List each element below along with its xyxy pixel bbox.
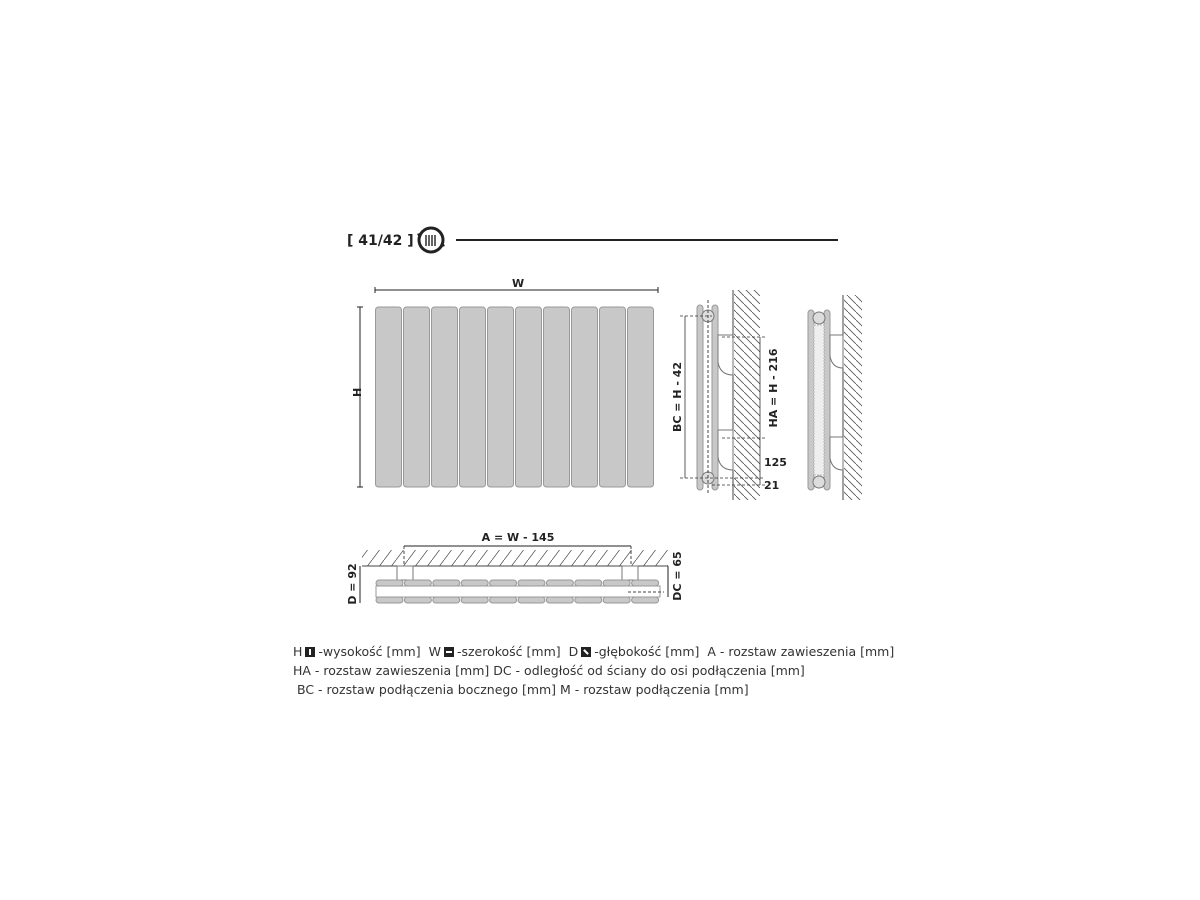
top-view-panel: [545, 579, 574, 587]
top-view-panel: [602, 579, 631, 587]
radiator-panel: [599, 306, 626, 488]
top-view-panel: [375, 579, 404, 587]
height-icon: [305, 647, 316, 657]
legend-a-text: A - rozstaw zawieszenia [mm]: [707, 644, 895, 659]
width-label: W: [512, 277, 524, 290]
rotatable-radiator-icon: [417, 226, 445, 254]
legend-d: D: [568, 644, 579, 659]
legend: H -wysokość [mm] W -szerokość [mm] D -głębo…: [293, 642, 894, 699]
radiator-panel: [431, 306, 458, 488]
top-view-panel: [489, 579, 518, 587]
model-label: [ 41/42 ]: [347, 233, 414, 249]
radiator-panel: [375, 306, 402, 488]
front-view: W H: [351, 277, 659, 488]
top-view-panel: [631, 579, 660, 587]
legend-line-2: HA - rozstaw zawieszenia [mm] DC - odleg…: [293, 663, 805, 678]
top-view-panel: [460, 596, 489, 604]
top-view-panel: [545, 596, 574, 604]
top-view-panel: [432, 596, 461, 604]
dc-dimension-label: DC = 65: [671, 551, 684, 600]
side-view: BC = H - 42 HA = H - 216 125 21: [671, 290, 787, 500]
dim-21-label: 21: [764, 479, 779, 492]
legend-h-text: -wysokość [mm]: [318, 644, 421, 659]
top-view-panel: [631, 596, 660, 604]
legend-h: H: [293, 644, 303, 659]
legend-d-text: -głębokość [mm]: [594, 644, 700, 659]
top-view-panel: [460, 579, 489, 587]
top-view-panel: [432, 579, 461, 587]
d-dimension-label: D = 92: [346, 563, 359, 604]
radiator-panel: [459, 306, 486, 488]
top-view-panel: [574, 579, 603, 587]
legend-line-1: H -wysokość [mm] W -szerokość [mm] D -głębo…: [293, 642, 894, 661]
radiator-panel: [627, 306, 654, 488]
dim-125-label: 125: [764, 456, 787, 469]
width-icon: [443, 647, 454, 657]
a-dimension-label: A = W - 145: [482, 531, 555, 544]
radiator-panel: [487, 306, 514, 488]
legend-w: W: [428, 644, 441, 659]
top-view-panel: [375, 596, 404, 604]
legend-w-text: -szerokość [mm]: [456, 644, 561, 659]
depth-icon: [581, 647, 592, 657]
radiator-panel: [543, 306, 570, 488]
legend-line-3: BC - rozstaw podłączenia bocznego [mm] M…: [297, 682, 749, 697]
top-view-panel: [403, 596, 432, 604]
radiator-panel: [571, 306, 598, 488]
side-view-section: [807, 295, 862, 500]
top-view-panel: [517, 596, 546, 604]
radiator-panel: [515, 306, 542, 488]
top-view-body: [375, 585, 661, 598]
top-view: A = W - 145 D = 92 DC = 65: [346, 531, 684, 605]
top-view-panel: [489, 596, 518, 604]
top-view-panel: [403, 579, 432, 587]
bc-dimension-label: BC = H - 42: [671, 362, 684, 432]
top-view-panel: [517, 579, 546, 587]
ha-dimension-label: HA = H - 216: [767, 348, 780, 427]
top-view-panel: [574, 596, 603, 604]
top-view-panel: [602, 596, 631, 604]
radiator-panel: [403, 306, 430, 488]
height-label: H: [351, 388, 364, 397]
